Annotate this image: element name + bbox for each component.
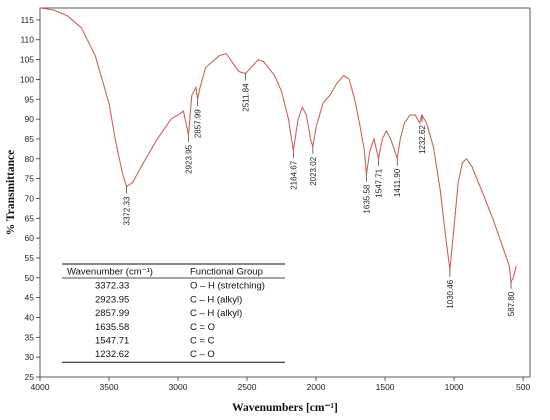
peak-label: 3372.33 [123,196,132,225]
peak-label: 1635.58 [362,184,371,213]
y-tick-label: 30 [25,352,35,362]
y-tick-label: 100 [20,74,34,84]
y-tick-label: 110 [20,35,34,45]
table-cell-group: C = C [190,336,215,347]
peak-label: 2164.67 [289,160,298,189]
y-tick-label: 105 [20,55,34,65]
table-cell-wavenumber: 1547.71 [95,336,129,347]
table-cell-wavenumber: 3372.33 [95,281,129,292]
table-cell-group: C – O [190,349,215,360]
peak-label: 1232.62 [418,125,427,154]
table-cell-wavenumber: 1635.58 [95,322,129,333]
y-tick-label: 70 [25,193,35,203]
plot-border [39,7,531,378]
y-tick-label: 60 [25,233,35,243]
table-cell-wavenumber: 2923.95 [95,294,129,305]
x-tick-label: 500 [516,382,530,392]
y-tick-label: 85 [25,134,35,144]
x-tick-label: 1500 [376,382,395,392]
peak-label: 2857.99 [194,109,203,138]
y-tick-label: 25 [25,372,35,382]
x-tick-label: 4000 [31,382,50,392]
y-tick-label: 65 [25,213,35,223]
table-cell-group: C = O [190,322,215,333]
y-tick-label: 40 [25,312,35,322]
y-tick-label: 45 [25,293,35,303]
peak-label: 2923.95 [185,144,194,173]
peak-label: 2511.84 [241,83,250,112]
x-axis-title: Wavenumbers [cm⁻¹] [232,402,338,414]
spectrum-layer [39,7,517,284]
y-tick-label: 75 [25,174,35,184]
table-cell-wavenumber: 2857.99 [95,308,129,319]
table-cell-group: C – H (alkyl) [190,294,242,305]
table-cell-group: C – H (alkyl) [190,308,242,319]
x-tick-label: 3000 [169,382,188,392]
y-tick-label: 55 [25,253,35,263]
y-tick-label: 115 [20,15,34,25]
table-cell-wavenumber: 1232.62 [95,349,129,360]
table-background [62,262,285,362]
table-header: Functional Group [190,267,263,278]
y-tick-label: 80 [25,154,35,164]
x-tick-label: 1000 [445,382,464,392]
x-tick-label: 2000 [307,382,326,392]
y-axis-title: % Transmittance [5,150,17,236]
table-cell-group: O – H (stretching) [190,281,265,292]
table-header: Wavenumber (cm⁻¹) [67,267,153,278]
functional-group-table: Wavenumber (cm⁻¹) Functional Group 3372.33… [62,262,285,363]
spectrum-line [39,7,517,284]
y-tick-label: 50 [25,273,35,283]
x-tick-label: 2500 [238,382,257,392]
peak-label: 587.80 [507,291,516,316]
peak-label: 2023.02 [309,156,318,185]
y-tick-label: 35 [25,332,35,342]
peak-label: 1411.90 [393,168,402,197]
peak-label: 1030.46 [446,279,455,308]
x-tick-label: 3500 [100,382,119,392]
y-tick-label: 90 [25,114,35,124]
axes: 4000 3500 3000 2500 2000 1500 1000 500 25 30 35 40 4… [20,15,531,392]
y-tick-label: 95 [25,94,35,104]
peak-label: 1547.71 [374,168,383,197]
plot-frame [39,7,531,378]
